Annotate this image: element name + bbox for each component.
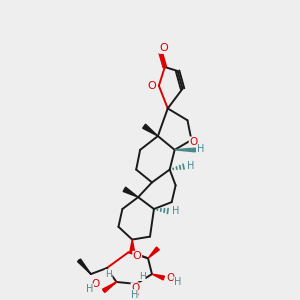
Text: O: O [133,251,142,261]
Text: H: H [187,160,194,171]
Text: O: O [92,279,100,289]
Polygon shape [148,247,159,258]
Text: O: O [159,43,168,53]
Text: O: O [167,273,175,283]
Polygon shape [130,240,135,252]
Polygon shape [152,274,164,280]
Text: O: O [189,137,197,147]
Polygon shape [134,284,138,295]
Text: H: H [174,277,181,287]
Text: H: H [172,206,179,216]
Text: H: H [86,284,94,294]
Text: O: O [131,283,139,293]
Polygon shape [123,187,138,197]
Text: H: H [105,270,112,279]
Text: H: H [196,144,204,154]
Text: H: H [139,272,145,280]
Polygon shape [143,124,158,136]
Polygon shape [77,259,91,274]
Polygon shape [103,282,116,292]
Text: H: H [130,290,138,300]
Polygon shape [175,148,195,152]
Text: O: O [148,81,156,91]
